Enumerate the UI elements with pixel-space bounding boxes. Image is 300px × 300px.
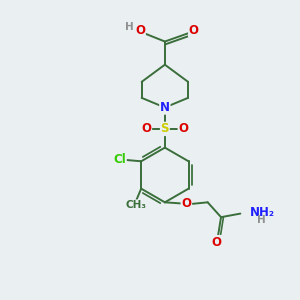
Text: H: H: [125, 22, 134, 32]
Text: S: S: [160, 122, 169, 135]
Text: O: O: [181, 197, 191, 210]
Text: O: O: [178, 122, 188, 135]
Text: NH₂: NH₂: [250, 206, 275, 219]
Text: H: H: [257, 215, 266, 225]
Text: O: O: [141, 122, 152, 135]
Text: CH₃: CH₃: [125, 200, 146, 210]
Text: O: O: [135, 24, 145, 37]
Text: O: O: [212, 236, 222, 249]
Text: O: O: [189, 24, 199, 37]
Text: Cl: Cl: [113, 153, 126, 166]
Text: N: N: [160, 101, 170, 114]
